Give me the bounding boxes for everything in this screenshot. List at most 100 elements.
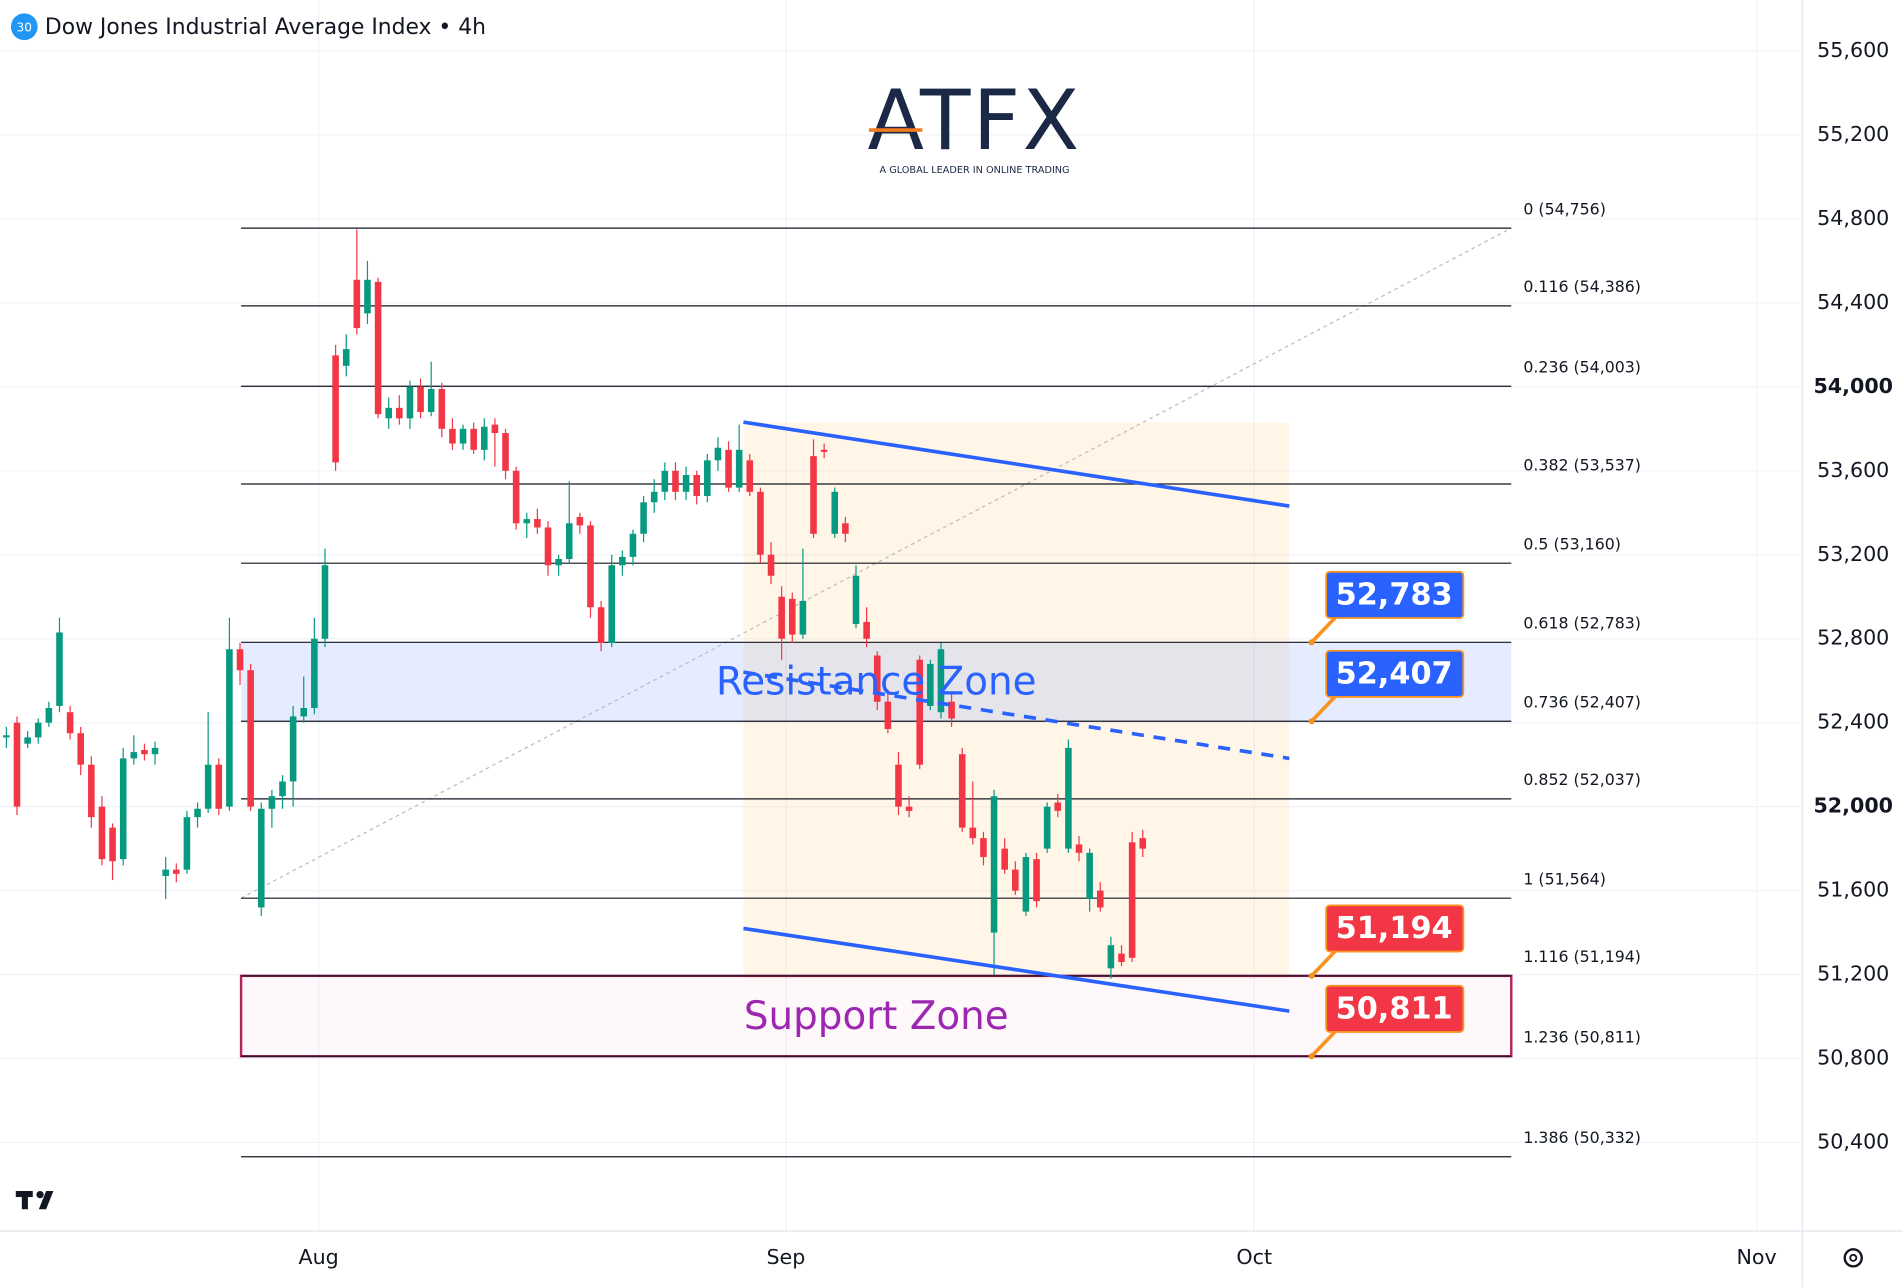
fib-label: 0.116 (54,386) — [1523, 277, 1641, 296]
candle-body — [1022, 857, 1030, 912]
y-tick-label: 51,600 — [1817, 878, 1889, 902]
candle-body — [45, 708, 53, 723]
y-tick-label: 52,000 — [1813, 794, 1893, 818]
candle-body — [852, 575, 860, 625]
candle-body — [587, 525, 594, 608]
candle-body — [109, 827, 116, 862]
candle-body — [884, 701, 892, 730]
candle-body — [215, 764, 223, 809]
candle-body — [905, 806, 913, 811]
y-tick-label: 51,200 — [1817, 962, 1889, 986]
price-tag-label: 51,194 — [1336, 911, 1453, 946]
candle-body — [247, 670, 254, 807]
candle-body — [374, 281, 382, 415]
price-tag-label: 52,407 — [1336, 657, 1453, 692]
candle-body — [98, 806, 106, 860]
price-tag-label: 50,811 — [1336, 992, 1453, 1027]
price-tag — [1325, 649, 1465, 698]
channel-line — [743, 926, 1290, 1013]
candle-body — [863, 621, 870, 639]
candle-body — [597, 607, 605, 643]
candle-body — [650, 491, 658, 503]
candle-body — [682, 475, 690, 492]
zone-label: Resistance Zone — [716, 660, 1036, 705]
candle-body — [873, 655, 881, 702]
fib-label: 1.116 (51,194) — [1523, 947, 1641, 966]
candle-body — [937, 649, 945, 713]
candle-body — [119, 758, 127, 860]
candle-body — [916, 659, 924, 765]
candle-body — [661, 470, 669, 492]
candle-body — [1012, 869, 1019, 891]
channel-line — [743, 670, 1290, 761]
tag-pointer — [1310, 1027, 1340, 1058]
candle-body — [1054, 802, 1062, 811]
candle-body — [523, 519, 531, 524]
tag-anchor — [1308, 639, 1315, 646]
tag-anchor — [1308, 1053, 1315, 1060]
fib-label: 0 (54,756) — [1523, 199, 1605, 218]
candle-body — [990, 796, 998, 933]
candle-body — [948, 701, 955, 719]
candle-body — [810, 456, 817, 534]
candle-body — [151, 747, 159, 755]
candle-body — [831, 491, 839, 534]
candle-body — [226, 649, 233, 807]
settings-icon[interactable] — [1843, 1248, 1863, 1268]
candle-body — [672, 470, 679, 492]
candle-body — [77, 733, 85, 765]
y-tick-label: 54,000 — [1813, 374, 1893, 398]
candle-body — [820, 449, 828, 452]
candle-body — [56, 632, 63, 706]
symbol-title[interactable]: Dow Jones Industrial Average Index • 4h — [45, 15, 486, 40]
candle-body — [1107, 945, 1115, 969]
price-tag — [1325, 984, 1465, 1033]
candle-body — [183, 817, 191, 870]
candle-body — [480, 426, 488, 450]
fib-label: 1.386 (50,332) — [1523, 1128, 1641, 1147]
candle-body — [958, 754, 966, 828]
candle-body — [342, 349, 350, 366]
fib-label: 0.5 (53,160) — [1523, 534, 1620, 553]
candle-body — [767, 554, 775, 576]
candle-body — [34, 722, 42, 738]
candle-body — [321, 565, 329, 639]
candle-body — [1001, 848, 1008, 870]
candle-body — [279, 781, 286, 797]
fib-label: 1.236 (50,811) — [1523, 1028, 1641, 1047]
candle-body — [396, 407, 403, 419]
y-tick-label: 50,800 — [1817, 1046, 1889, 1070]
logo-brand: ATFX — [867, 73, 1081, 169]
candle-body — [257, 808, 265, 908]
candle-body — [491, 424, 499, 434]
y-tick-label: 50,400 — [1817, 1130, 1889, 1154]
x-tick-label: Sep — [766, 1245, 805, 1269]
candle-body — [141, 749, 148, 755]
candle-body — [969, 827, 977, 839]
badge-text: 30 — [17, 20, 32, 34]
logo-tagline: A GLOBAL LEADER IN ONLINE TRADING — [880, 165, 1070, 176]
price-tag — [1325, 904, 1465, 953]
candle-body — [619, 556, 626, 566]
candle-body — [1096, 890, 1104, 908]
symbol-badge[interactable] — [10, 13, 38, 41]
tag-anchor — [1308, 972, 1315, 979]
y-tick-label: 55,600 — [1817, 38, 1889, 62]
y-tick-label: 54,400 — [1817, 290, 1889, 314]
candle-body — [534, 519, 541, 528]
tag-pointer — [1310, 613, 1340, 644]
candle-body — [459, 428, 467, 444]
candle-body — [88, 764, 95, 818]
y-tick-label: 53,600 — [1817, 458, 1889, 482]
channel-line — [743, 420, 1290, 508]
candle-body — [3, 735, 10, 738]
candle-body — [66, 712, 74, 734]
candle-body — [778, 596, 785, 639]
candle-body — [576, 516, 584, 526]
candle-body — [236, 649, 244, 671]
candle-body — [735, 449, 743, 488]
candle-body — [470, 428, 477, 450]
candle-body — [194, 808, 201, 818]
candle-body — [332, 355, 339, 463]
y-tick-label: 52,800 — [1817, 626, 1889, 650]
